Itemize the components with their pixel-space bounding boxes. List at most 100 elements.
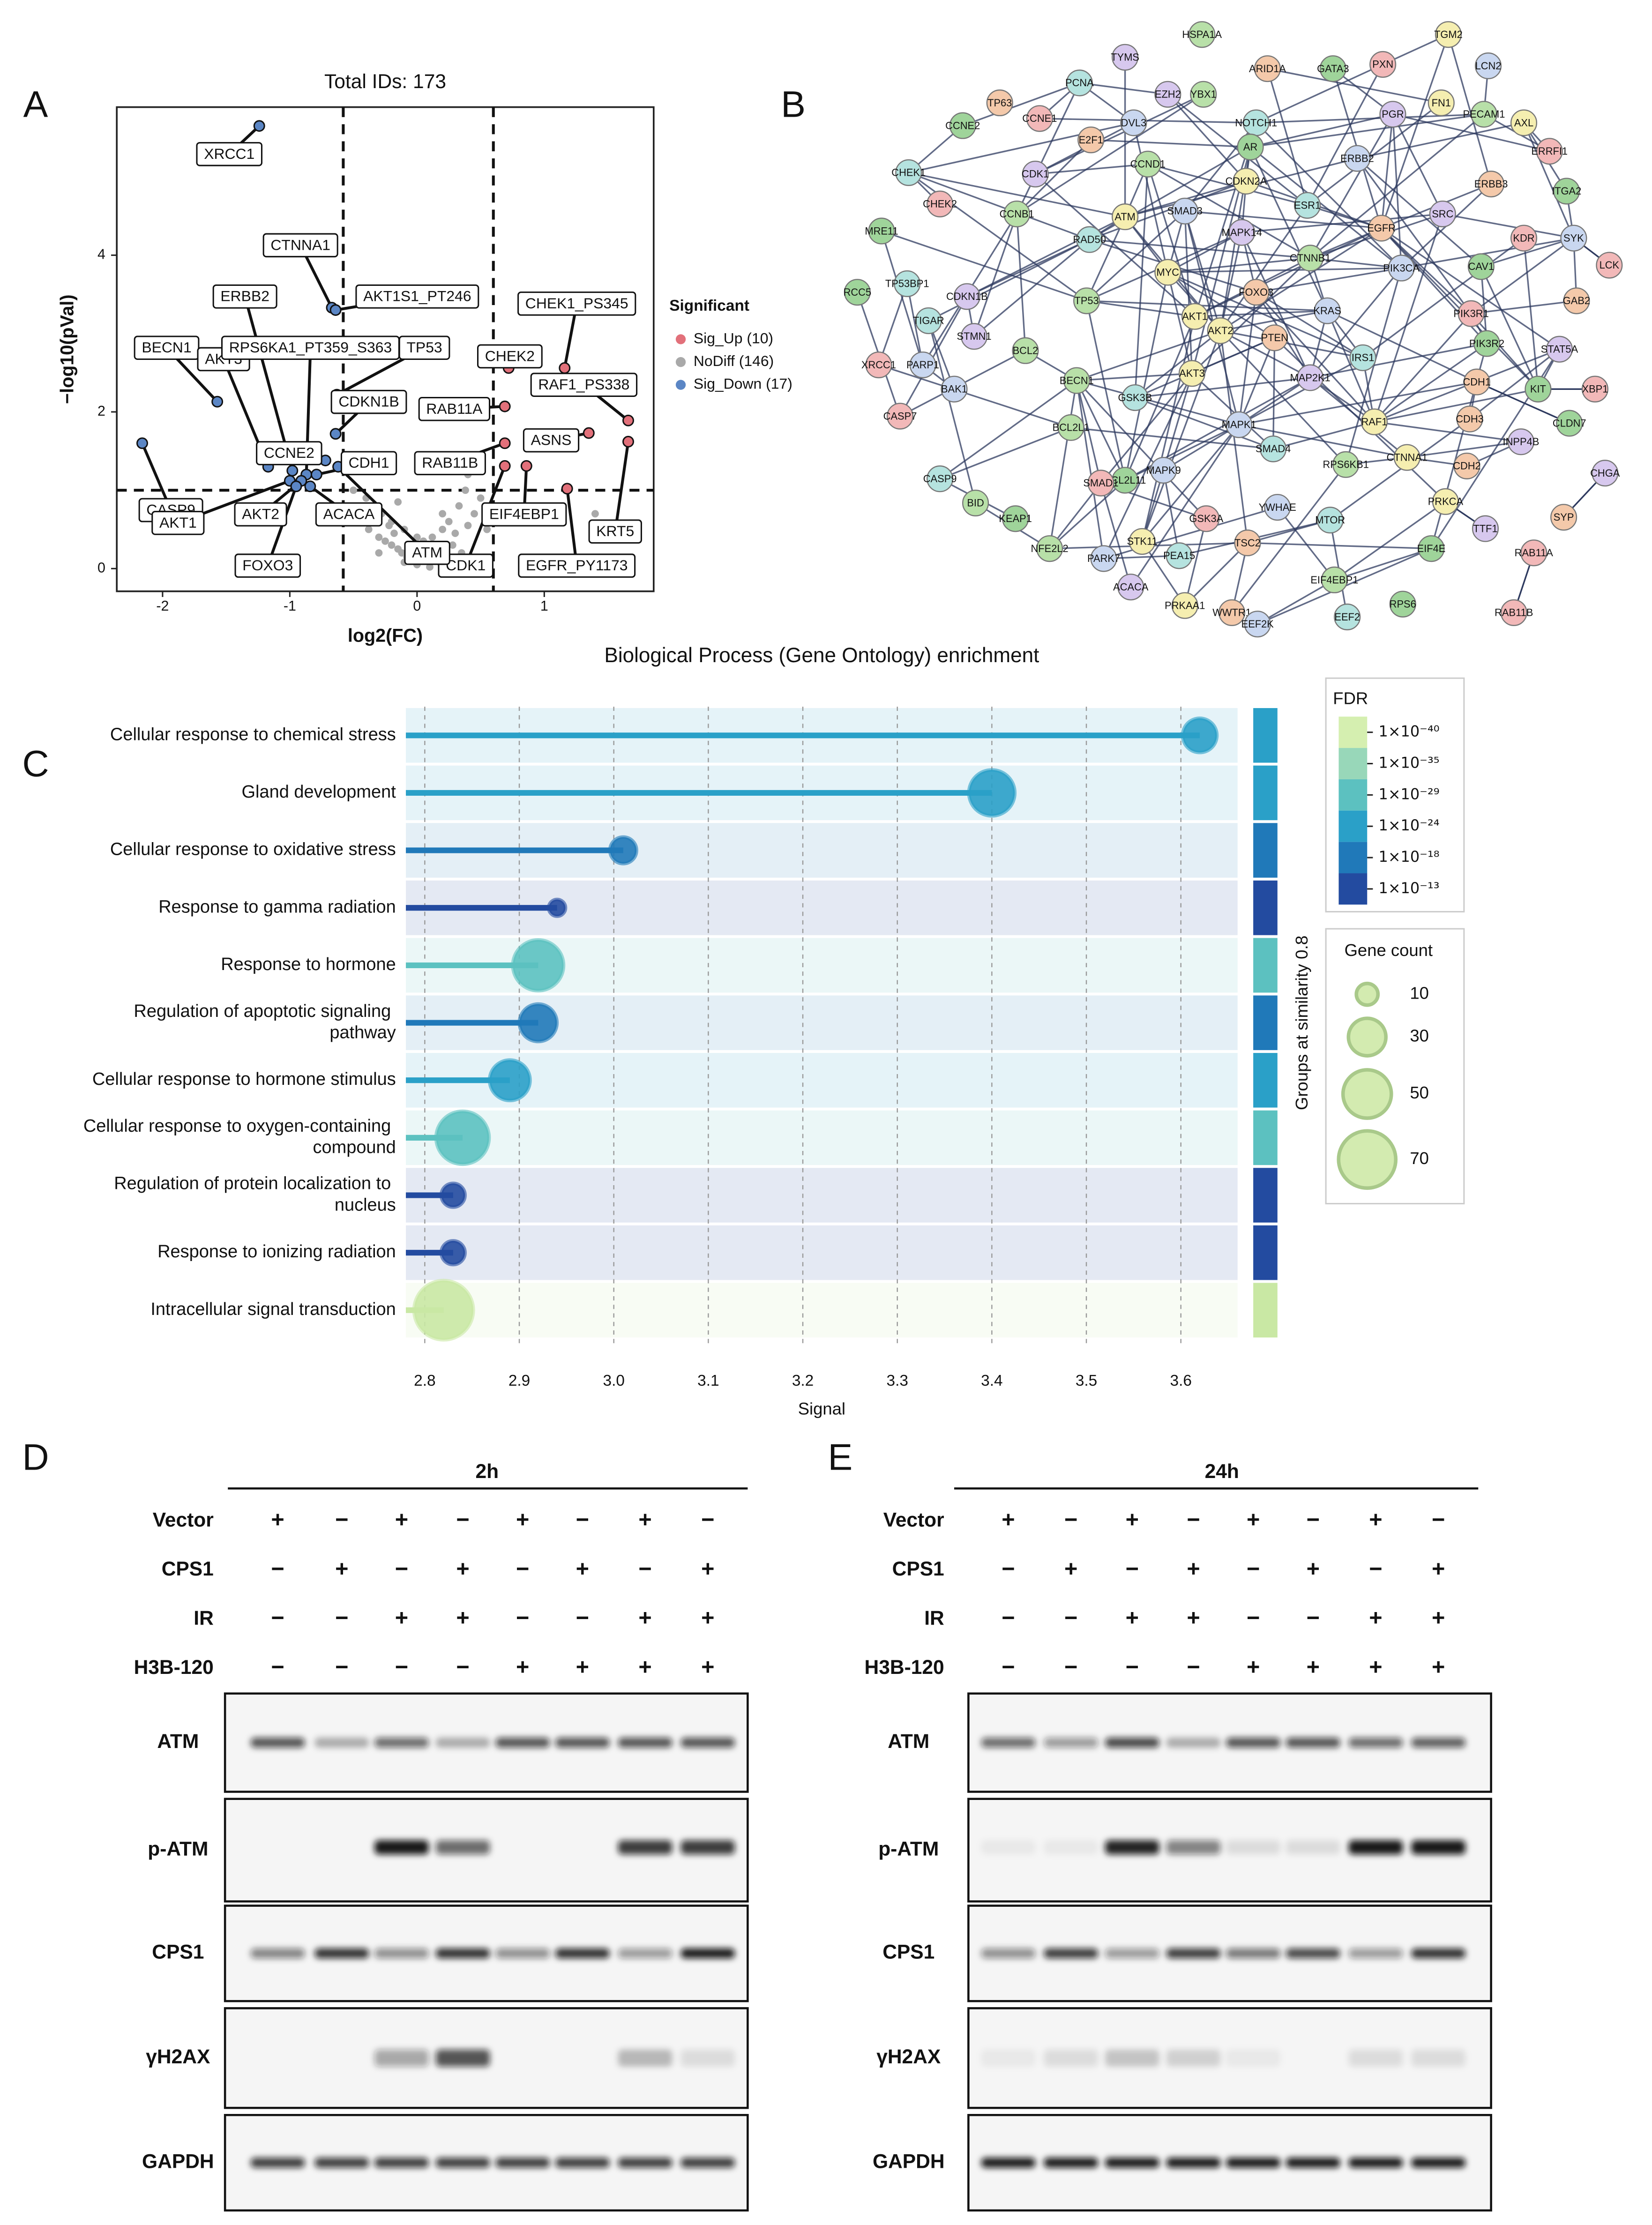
band [1411,2049,1465,2067]
edge [1219,232,1243,331]
band [680,2158,735,2168]
node-label: KDR [1513,232,1534,244]
label-box [418,397,491,421]
node-label: MAPK14 [1222,226,1262,238]
chart-title: Biological Process (Gene Ontology) enric… [604,644,1039,667]
node-label: AKT3 [1179,367,1205,379]
group-swatch [1253,1053,1278,1108]
edge [1307,64,1384,206]
band [1226,2158,1280,2168]
blot-label: ATM [888,1730,929,1753]
label-box [151,511,205,535]
edge [1167,271,1275,339]
band [1105,1948,1159,1959]
x-tick-label: 3.5 [1076,1372,1097,1389]
network-node [1171,197,1198,225]
node-label: ESR1 [1294,200,1321,211]
network-node [1474,52,1502,80]
edge [1195,310,1328,317]
edge [1184,210,1221,331]
node-label: AKT1 [1182,311,1208,322]
node-label: E2F1 [1079,134,1103,146]
node-label: ERBB3 [1474,178,1508,190]
band [1286,1738,1340,1748]
edge [1086,210,1186,302]
band [1411,1738,1465,1748]
edge [927,321,977,503]
node-label: ATM [1114,211,1136,223]
lollipop-head [439,1239,467,1267]
condition-sign: + [335,1556,348,1582]
node-label: CCNE2 [945,119,980,131]
network-node [1458,300,1485,327]
edge [1167,257,1310,273]
node-label: RAD50 [1073,234,1106,246]
band [250,2158,305,2168]
edge [1035,163,1148,175]
network-node [1560,224,1587,252]
band [495,2158,550,2168]
colorbar-step [1338,717,1368,748]
edge [1469,348,1560,420]
band [680,1840,735,1855]
node-label: ERRFI1 [1531,145,1568,157]
group-swatch [1253,1283,1278,1338]
edge [1076,373,1192,381]
edge [1135,396,1274,450]
network-node [1360,408,1388,435]
label-box [481,502,567,527]
node-label: MRE11 [865,225,898,237]
network-node [1244,611,1271,638]
colorbar-label: 1×10⁻²⁴ [1379,816,1440,834]
group-swatch [1253,708,1278,763]
node-label: TP63 [987,97,1012,109]
blot-label: CPS1 [882,1941,934,1964]
node-label: EZH2 [1155,89,1181,100]
y-axis-label: −log10(pVal) [57,294,77,404]
network-node [1063,367,1090,394]
point [464,522,472,530]
point [622,414,634,426]
node-label: STAT5A [1541,343,1578,355]
network-node [1012,337,1039,364]
point [520,460,532,472]
node-label: LCK [1600,259,1620,271]
colorbar-label: 1×10⁻¹⁸ [1379,848,1440,866]
network-node [1369,51,1397,78]
band [1105,1738,1159,1748]
node-label: MTOR [1315,514,1345,526]
condition-sign: − [1307,1605,1320,1631]
edge [1256,122,1402,269]
node-label: XRCC1 [861,359,896,371]
network-node [1388,254,1415,282]
band [314,2158,369,2168]
edge [1250,113,1393,148]
size-swatch [1337,1129,1398,1190]
network-node [868,217,895,245]
node-label: GSK3A [1189,513,1223,524]
condition-sign: − [1187,1654,1200,1680]
point-label: BECN1 [142,339,191,356]
label-box [196,142,263,166]
network-node [1456,405,1483,433]
band [555,2158,610,2168]
node-label: CDH2 [1453,460,1481,472]
edge [881,230,1087,302]
condition-sign: + [701,1654,714,1680]
node-label: DVL3 [1121,117,1147,128]
label-box [530,373,638,397]
edge [1184,518,1207,606]
network-node [1478,171,1505,198]
x-tick-label: 3.3 [886,1372,908,1389]
point-label: RAB11A [426,400,483,417]
x-axis-label: Signal [798,1399,845,1419]
condition-sign: + [1247,1654,1260,1680]
network-node [1393,444,1420,471]
blot-label: γH2AX [146,2046,210,2068]
edge [1070,426,1273,450]
panel-label: E [828,1436,853,1478]
group-swatch [1253,765,1278,821]
edge [962,82,1080,127]
band [1105,1840,1159,1855]
condition-sign: + [576,1654,589,1680]
